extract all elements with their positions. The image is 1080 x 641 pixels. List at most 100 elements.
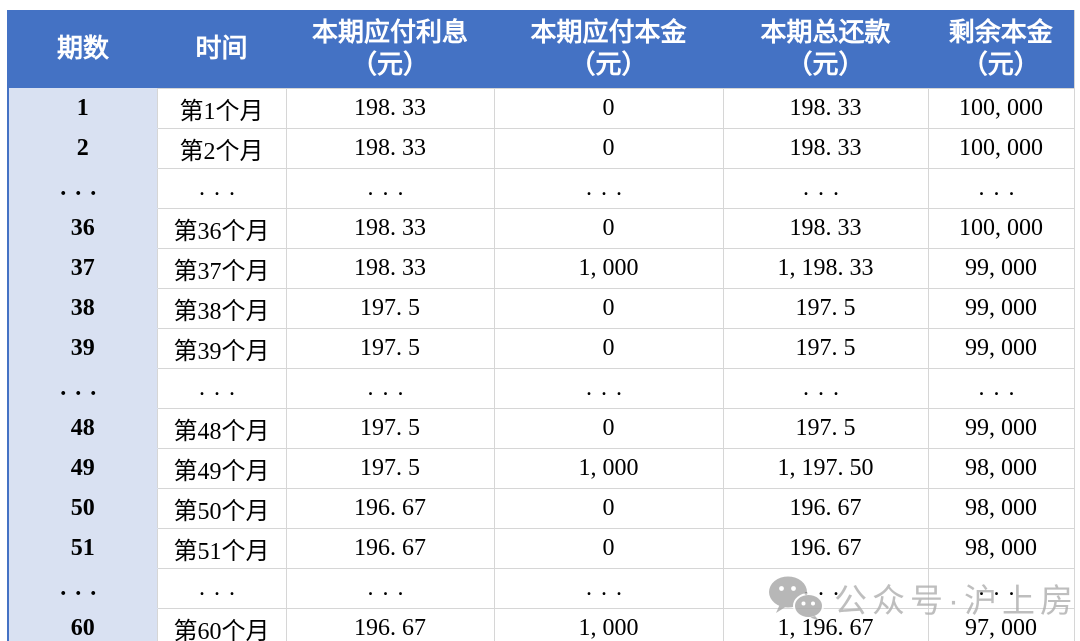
col-header-label: 时间 — [195, 33, 248, 63]
cell-interest: 197. 5 — [285, 288, 495, 329]
table-row: 38 第38个月 197. 5 0 197. 5 99, 000 — [8, 288, 1075, 329]
cell-interest: ... — [285, 568, 495, 609]
col-header-label: 剩余本金 — [948, 17, 1053, 47]
cell-time: ... — [156, 168, 287, 209]
cell-interest: 198. 33 — [285, 128, 495, 169]
cell-interest: 198. 33 — [285, 208, 495, 249]
cell-time: 第37个月 — [156, 248, 287, 289]
cell-period: 49 — [8, 448, 158, 489]
cell-remaining: ... — [927, 368, 1075, 409]
col-header-time: 时间 — [157, 10, 286, 89]
cell-period: 39 — [8, 328, 158, 369]
cell-interest: 197. 5 — [285, 328, 495, 369]
cell-time: 第60个月 — [156, 608, 287, 641]
cell-total-payment: ... — [722, 168, 929, 209]
cell-principal: ... — [493, 568, 724, 609]
cell-interest: ... — [285, 168, 495, 209]
col-header-principal: 本期应付本金 （元） — [494, 10, 723, 89]
cell-time: 第2个月 — [156, 128, 287, 169]
cell-principal: ... — [493, 168, 724, 209]
cell-total-payment: 198. 33 — [722, 88, 929, 129]
cell-period: 36 — [8, 208, 158, 249]
col-header-unit: （元） — [350, 50, 429, 79]
cell-period: 38 — [8, 288, 158, 329]
cell-principal: 1, 000 — [493, 448, 724, 489]
cell-principal: 0 — [493, 528, 724, 569]
cell-total-payment: 197. 5 — [722, 288, 929, 329]
cell-remaining: 99, 000 — [927, 328, 1075, 369]
cell-period: 2 — [8, 128, 158, 169]
cell-remaining: 98, 000 — [927, 488, 1075, 529]
cell-total-payment: 197. 5 — [722, 328, 929, 369]
table-row: 37 第37个月 198. 33 1, 000 1, 198. 33 99, 0… — [8, 248, 1075, 289]
cell-total-payment: 196. 67 — [722, 528, 929, 569]
cell-principal: 0 — [493, 288, 724, 329]
cell-time: ... — [156, 568, 287, 609]
wechat-watermark: 公众号·沪上房 — [768, 574, 1078, 622]
col-header-label: 本期应付本金 — [530, 17, 687, 47]
col-header-total-payment: 本期总还款 （元） — [723, 10, 928, 89]
table-row: 48 第48个月 197. 5 0 197. 5 99, 000 — [8, 408, 1075, 449]
cell-total-payment: 198. 33 — [722, 128, 929, 169]
cell-remaining: ... — [927, 568, 1075, 609]
cell-time: ... — [156, 368, 287, 409]
cell-principal: 1, 000 — [493, 608, 724, 641]
cell-principal: ... — [493, 368, 724, 409]
col-header-unit: （元） — [786, 50, 865, 79]
cell-period: 50 — [8, 488, 158, 529]
cell-total-payment: 1, 198. 33 — [722, 248, 929, 289]
col-header-label: 本期应付利息 — [311, 17, 468, 47]
cell-time: 第38个月 — [156, 288, 287, 329]
cell-interest: 196. 67 — [285, 528, 495, 569]
cell-period: 51 — [8, 528, 158, 569]
table-row-ellipsis: ... ... ... ... ... ... — [8, 168, 1075, 209]
table-row: 49 第49个月 197. 5 1, 000 1, 197. 50 98, 00… — [8, 448, 1075, 489]
cell-period: 48 — [8, 408, 158, 449]
cell-time: 第51个月 — [156, 528, 287, 569]
cell-time: 第48个月 — [156, 408, 287, 449]
cell-total-payment: ... — [722, 368, 929, 409]
cell-period: ... — [8, 168, 158, 209]
table-header-row: 期数 时间 本期应付利息 （元） 本期应付本金 （元） 本期总还款 （元） 剩余本金 （… — [8, 10, 1074, 89]
cell-remaining: 99, 000 — [927, 408, 1075, 449]
cell-period: ... — [8, 568, 158, 609]
col-header-remaining: 剩余本金 （元） — [928, 10, 1074, 89]
cell-principal: 0 — [493, 488, 724, 529]
cell-remaining: 98, 000 — [927, 448, 1075, 489]
cell-time: 第39个月 — [156, 328, 287, 369]
col-header-interest: 本期应付利息 （元） — [286, 10, 494, 89]
cell-remaining: ... — [927, 168, 1075, 209]
cell-principal: 0 — [493, 208, 724, 249]
cell-principal: 0 — [493, 328, 724, 369]
cell-total-payment: 198. 33 — [722, 208, 929, 249]
col-header-label: 期数 — [56, 33, 109, 63]
cell-principal: 0 — [493, 88, 724, 129]
cell-period: 60 — [8, 608, 158, 641]
col-header-unit: （元） — [961, 50, 1040, 79]
table-row: 50 第50个月 196. 67 0 196. 67 98, 000 — [8, 488, 1075, 529]
cell-time: 第49个月 — [156, 448, 287, 489]
table-row: 51 第51个月 196. 67 0 196. 67 98, 000 — [8, 528, 1075, 569]
cell-remaining: 100, 000 — [927, 208, 1075, 249]
cell-remaining: 97, 000 — [927, 608, 1075, 641]
loan-schedule-table: 期数 时间 本期应付利息 （元） 本期应付本金 （元） 本期总还款 （元） 剩余本金 （… — [7, 10, 1075, 641]
wechat-icon — [768, 575, 824, 621]
cell-interest: 198. 33 — [285, 248, 495, 289]
col-header-period: 期数 — [8, 10, 157, 89]
cell-principal: 1, 000 — [493, 248, 724, 289]
cell-remaining: 99, 000 — [927, 288, 1075, 329]
cell-interest: 196. 67 — [285, 488, 495, 529]
table-row: 1 第1个月 198. 33 0 198. 33 100, 000 — [8, 88, 1075, 129]
cell-interest: 197. 5 — [285, 448, 495, 489]
cell-period: 37 — [8, 248, 158, 289]
table-row-ellipsis: ... ... ... ... ... ... — [8, 568, 1075, 609]
cell-interest: 196. 67 — [285, 608, 495, 641]
table-row: 60 第60个月 196. 67 1, 000 1, 196. 67 97, 0… — [8, 608, 1075, 641]
cell-interest: 198. 33 — [285, 88, 495, 129]
cell-remaining: 98, 000 — [927, 528, 1075, 569]
cell-time: 第1个月 — [156, 88, 287, 129]
cell-remaining: 100, 000 — [927, 128, 1075, 169]
cell-time: 第36个月 — [156, 208, 287, 249]
cell-remaining: 99, 000 — [927, 248, 1075, 289]
